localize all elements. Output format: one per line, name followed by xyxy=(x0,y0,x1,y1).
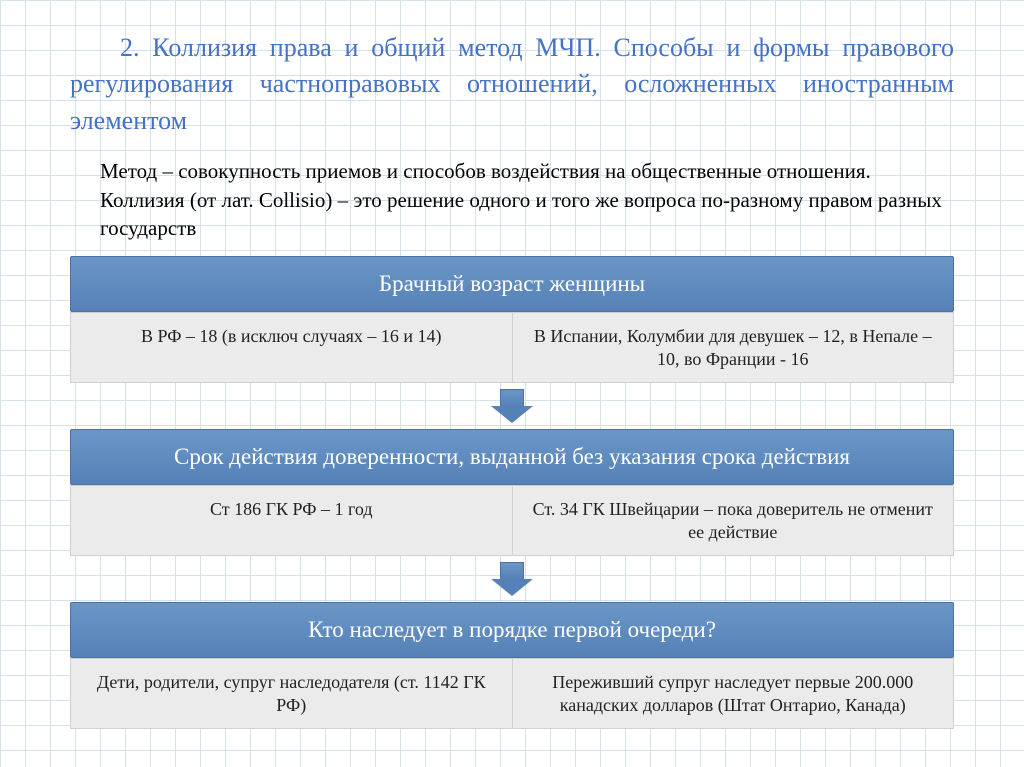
block-3-left: Дети, родители, супруг наследодателя (ст… xyxy=(71,659,512,728)
block-2-row: Ст 186 ГК РФ – 1 год Ст. 34 ГК Швейцарии… xyxy=(70,485,954,556)
arrow-1 xyxy=(70,389,954,423)
slide-title: 2. Коллизия права и общий метод МЧП. Спо… xyxy=(70,30,954,139)
block-1: Брачный возраст женщины В РФ – 18 (в иск… xyxy=(70,256,954,383)
block-3-right: Переживший супруг наследует первые 200.0… xyxy=(512,659,954,728)
block-1-row: В РФ – 18 (в исключ случаях – 16 и 14) В… xyxy=(70,312,954,383)
block-2: Срок действия доверенности, выданной без… xyxy=(70,429,954,556)
block-1-right: В Испании, Колумбии для девушек – 12, в … xyxy=(512,313,954,382)
slide-subtitle: Метод – совокупность приемов и способов … xyxy=(70,157,954,242)
block-2-header: Срок действия доверенности, выданной без… xyxy=(70,429,954,485)
arrow-2 xyxy=(70,562,954,596)
block-1-left: В РФ – 18 (в исключ случаях – 16 и 14) xyxy=(71,313,512,382)
block-3-row: Дети, родители, супруг наследодателя (ст… xyxy=(70,658,954,729)
block-1-header: Брачный возраст женщины xyxy=(70,256,954,312)
block-3-header: Кто наследует в порядке первой очереди? xyxy=(70,602,954,658)
block-2-left: Ст 186 ГК РФ – 1 год xyxy=(71,486,512,555)
block-2-right: Ст. 34 ГК Швейцарии – пока доверитель не… xyxy=(512,486,954,555)
block-3: Кто наследует в порядке первой очереди? … xyxy=(70,602,954,729)
